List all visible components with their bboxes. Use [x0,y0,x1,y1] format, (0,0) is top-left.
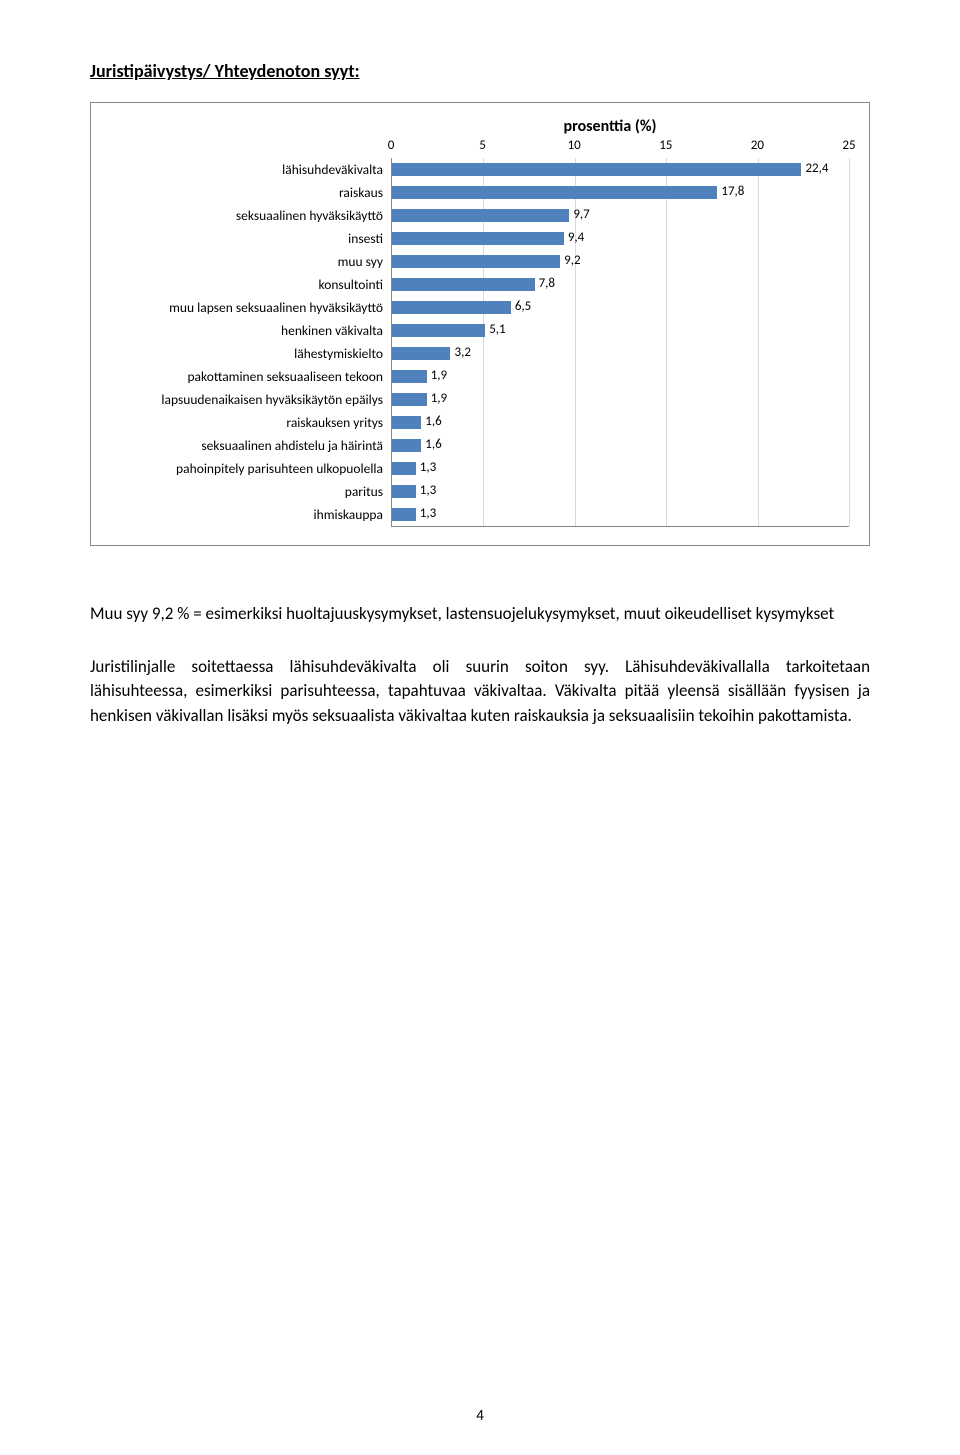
value-label: 5,1 [489,322,505,337]
x-tick-label: 10 [568,138,581,153]
section-heading: Juristipäivystys/ Yhteydenoton syyt: [90,60,870,82]
bar: 9,4 [392,232,564,245]
value-label: 7,8 [539,276,555,291]
value-label: 1,3 [420,483,436,498]
category-label: raiskaus [111,181,391,204]
category-label: lapsuudenaikaisen hyväksikäytön epäilys [111,388,391,411]
value-label: 1,3 [420,460,436,475]
value-label: 1,9 [431,391,447,406]
bar-row: 9,2 [392,250,849,273]
bar-row: 9,7 [392,204,849,227]
value-label: 9,7 [573,207,589,222]
page-number: 4 [0,1407,960,1425]
category-label: muu lapsen seksuaalinen hyväksikäyttö [111,296,391,319]
category-label: seksuaalinen hyväksikäyttö [111,204,391,227]
value-label: 22,4 [805,161,828,176]
category-label: raiskauksen yritys [111,411,391,434]
bar: 9,2 [392,255,560,268]
value-label: 1,6 [425,414,441,429]
value-label: 3,2 [454,345,470,360]
bar-row: 22,4 [392,158,849,181]
value-label: 9,4 [568,230,584,245]
category-label: henkinen väkivalta [111,319,391,342]
bar-row: 1,9 [392,388,849,411]
category-label: seksuaalinen ahdistelu ja häirintä [111,434,391,457]
bar-row: 1,3 [392,457,849,480]
x-tick-label: 20 [751,138,764,153]
bar-row: 1,6 [392,434,849,457]
bar: 5,1 [392,324,485,337]
category-label: paritus [111,480,391,503]
category-label: pakottaminen seksuaaliseen tekoon [111,365,391,388]
bar-row: 9,4 [392,227,849,250]
bar-row: 7,8 [392,273,849,296]
bar-row: 3,2 [392,342,849,365]
bar: 17,8 [392,186,717,199]
bar-row: 1,3 [392,480,849,503]
category-label: lähestymiskielto [111,342,391,365]
bar: 1,6 [392,416,421,429]
category-label: ihmiskauppa [111,503,391,526]
chart-title: prosenttia (%) [111,117,849,136]
category-label: pahoinpitely parisuhteen ulkopuolella [111,457,391,480]
value-label: 6,5 [515,299,531,314]
paragraph-1: Muu syy 9,2 % = esimerkiksi huoltajuusky… [90,602,870,627]
bar: 1,9 [392,393,427,406]
bar-row: 17,8 [392,181,849,204]
x-tick-label: 0 [388,138,395,153]
bar: 1,3 [392,508,416,521]
category-label: lähisuhdeväkivalta [111,158,391,181]
x-tick-label: 25 [842,138,855,153]
x-tick-label: 5 [479,138,486,153]
value-label: 1,3 [420,506,436,521]
bar: 7,8 [392,278,535,291]
bar: 1,3 [392,462,416,475]
bar-row: 6,5 [392,296,849,319]
bar: 3,2 [392,347,450,360]
bar-row: 5,1 [392,319,849,342]
category-label: muu syy [111,250,391,273]
paragraph-2: Juristilinjalle soitettaessa lähisuhdevä… [90,655,870,729]
bar-row: 1,3 [392,503,849,526]
category-label: insesti [111,227,391,250]
value-label: 9,2 [564,253,580,268]
bar: 1,9 [392,370,427,383]
bar: 22,4 [392,163,801,176]
bar: 9,7 [392,209,569,222]
category-label: konsultointi [111,273,391,296]
bar: 6,5 [392,301,511,314]
bar-row: 1,9 [392,365,849,388]
value-label: 17,8 [721,184,744,199]
chart-container: prosenttia (%) 0 5 10 15 20 25 lähisuhdeväkiv… [90,102,870,546]
category-labels: lähisuhdeväkivaltaraiskausseksuaalinen h… [111,158,391,527]
value-label: 1,6 [425,437,441,452]
bar: 1,6 [392,439,421,452]
value-label: 1,9 [431,368,447,383]
bar-row: 1,6 [392,411,849,434]
plot-area: 22,417,89,79,49,27,86,55,13,21,91,91,61,… [391,158,849,527]
x-tick-label: 15 [659,138,672,153]
bar: 1,3 [392,485,416,498]
x-axis: 0510152025 [111,138,849,158]
